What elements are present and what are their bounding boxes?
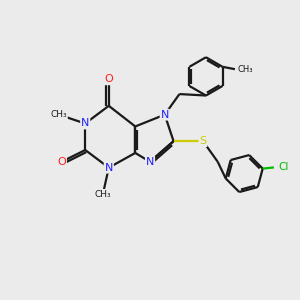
Text: CH₃: CH₃ bbox=[94, 190, 111, 199]
Text: Cl: Cl bbox=[278, 162, 289, 172]
Text: N: N bbox=[81, 118, 89, 128]
Text: O: O bbox=[57, 157, 66, 167]
Text: S: S bbox=[200, 136, 207, 146]
Text: CH₃: CH₃ bbox=[237, 65, 253, 74]
Text: N: N bbox=[105, 163, 113, 173]
Text: N: N bbox=[160, 110, 169, 120]
Text: CH₃: CH₃ bbox=[50, 110, 67, 119]
Text: N: N bbox=[146, 157, 154, 167]
Text: O: O bbox=[104, 74, 113, 84]
